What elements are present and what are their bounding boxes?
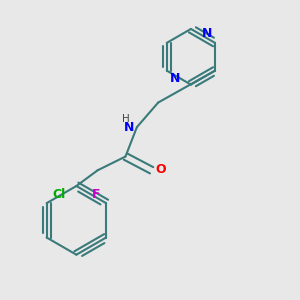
Text: N: N [124, 121, 134, 134]
Text: O: O [156, 163, 166, 176]
Text: N: N [202, 27, 212, 40]
Text: F: F [92, 188, 100, 200]
Text: N: N [169, 72, 180, 85]
Text: H: H [122, 115, 130, 124]
Text: Cl: Cl [52, 188, 66, 200]
